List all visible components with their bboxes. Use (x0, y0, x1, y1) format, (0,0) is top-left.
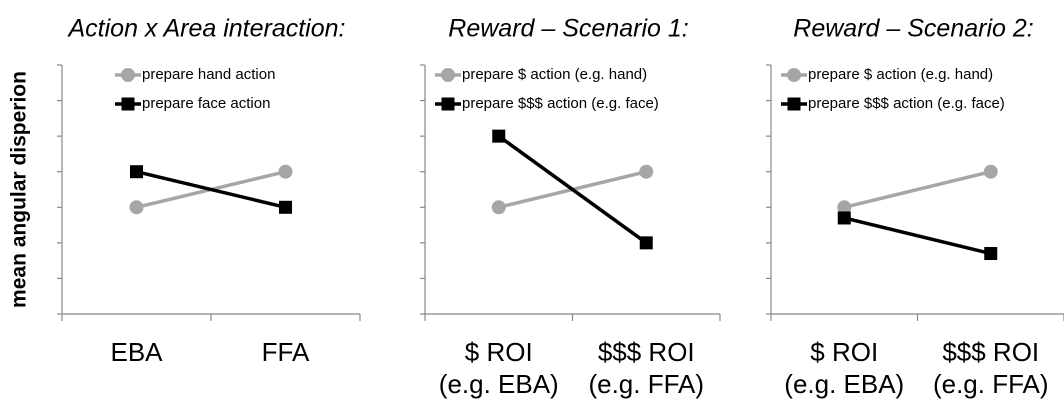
marker (639, 236, 653, 250)
x-tick-label-line: $ ROI (810, 337, 878, 367)
y-axis-label: mean angular disperion (8, 71, 31, 308)
series-line (843, 216, 992, 256)
chart-title: Action x Area interaction: (67, 15, 346, 43)
x-tick-label: $ ROI (e.g. EBA) (784, 337, 904, 399)
marker (278, 164, 293, 179)
legend-label: prepare face action (142, 95, 270, 112)
x-tick-label-line: FFA (262, 337, 310, 367)
marker (441, 68, 455, 82)
legend-label: prepare $ action (e.g. hand) (462, 66, 647, 83)
x-tick-label-line: $ ROI (465, 337, 533, 367)
x-tick-label-line: (e.g. FFA) (933, 369, 1049, 399)
chart-title: Reward – Scenario 1: (448, 15, 688, 43)
marker (492, 129, 506, 143)
marker (121, 68, 135, 82)
x-tick-label-line: $$$ ROI (942, 337, 1039, 367)
legend-label: prepare $$$ action (e.g. face) (808, 95, 1005, 112)
marker (984, 247, 998, 261)
legend-label: prepare $ action (e.g. hand) (808, 66, 993, 83)
legend-label: prepare $$$ action (e.g. face) (462, 95, 659, 112)
marker (837, 200, 852, 215)
marker (639, 164, 654, 179)
x-tick-label: $$$ ROI (e.g. FFA) (588, 337, 704, 399)
x-tick-label-line: (e.g. EBA) (439, 369, 559, 399)
marker (787, 68, 801, 82)
x-tick-label: $$$ ROI (e.g. FFA) (933, 337, 1049, 399)
x-tick-label: FFA (262, 337, 310, 367)
x-tick-label-line: EBA (110, 337, 163, 367)
series-line (136, 170, 286, 209)
marker (441, 97, 455, 111)
marker (837, 211, 851, 225)
legend-label: prepare hand action (142, 66, 275, 83)
chart-title: Reward – Scenario 2: (793, 15, 1033, 43)
series-line (843, 170, 992, 209)
marker (787, 97, 801, 111)
x-tick-label: $ ROI (e.g. EBA) (439, 337, 559, 399)
series-line (497, 134, 648, 245)
x-tick-label-line: (e.g. EBA) (784, 369, 904, 399)
x-tick-label: EBA (110, 337, 163, 367)
marker (121, 97, 135, 111)
x-tick-label-line: (e.g. FFA) (588, 369, 704, 399)
marker (130, 165, 143, 179)
marker (983, 164, 998, 179)
marker (491, 200, 506, 215)
x-tick-label-line: $$$ ROI (598, 337, 695, 367)
marker (129, 200, 144, 215)
marker (279, 200, 292, 214)
